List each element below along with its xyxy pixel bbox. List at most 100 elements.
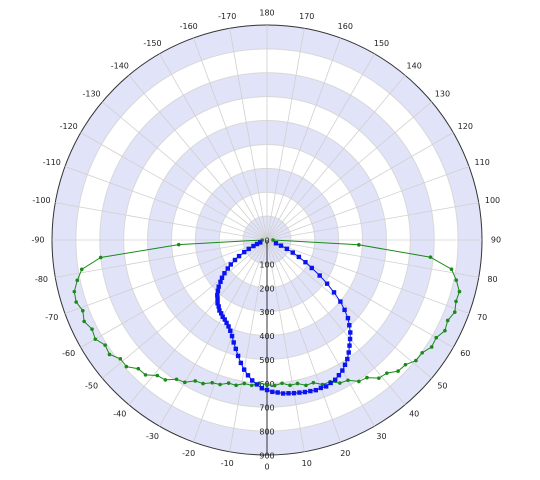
- point: [245, 373, 251, 378]
- point: [233, 346, 238, 352]
- point: [342, 362, 348, 367]
- point: [254, 241, 260, 247]
- point: [284, 246, 290, 252]
- radial-tick-label: 100: [259, 260, 274, 269]
- point: [216, 304, 221, 309]
- point: [79, 267, 84, 272]
- point: [323, 384, 329, 389]
- grid-spoke: [55, 239, 268, 278]
- point: [452, 310, 457, 314]
- point: [75, 278, 80, 283]
- grid-spoke: [128, 75, 268, 241]
- point: [259, 386, 265, 391]
- point: [317, 273, 322, 278]
- point: [98, 255, 103, 260]
- angle-tick-label: -40: [113, 409, 126, 418]
- point: [443, 328, 447, 333]
- angle-tick-label: 150: [374, 39, 389, 48]
- angle-tick-label: -170: [218, 12, 236, 21]
- point: [278, 243, 284, 248]
- point: [217, 308, 222, 313]
- point: [345, 356, 350, 362]
- grid-spoke: [55, 202, 268, 241]
- point: [271, 238, 275, 242]
- point: [136, 366, 141, 371]
- angle-tick-label: 70: [477, 313, 487, 322]
- point: [254, 382, 260, 387]
- angle-tick-label: -140: [111, 62, 129, 71]
- point: [332, 377, 338, 382]
- point: [228, 262, 233, 267]
- angle-tick-label: 80: [487, 275, 497, 284]
- grid-spoke: [266, 239, 375, 427]
- grid-spoke: [266, 239, 305, 452]
- point: [250, 378, 255, 383]
- grid-spoke: [64, 239, 268, 314]
- point: [215, 293, 220, 298]
- grid-spoke: [266, 202, 479, 241]
- point: [218, 279, 223, 285]
- grid-spoke: [159, 239, 268, 427]
- point: [234, 383, 238, 388]
- angle-tick-label: -70: [45, 313, 58, 322]
- angle-tick-label: 160: [338, 22, 353, 31]
- point: [270, 389, 275, 395]
- point: [242, 249, 247, 255]
- point: [224, 320, 229, 326]
- point: [265, 382, 269, 387]
- point: [357, 243, 361, 247]
- point: [228, 328, 233, 334]
- angle-tick-label: 40: [409, 409, 419, 418]
- point: [429, 345, 434, 349]
- point: [201, 381, 205, 386]
- point: [226, 381, 231, 385]
- point: [320, 382, 325, 387]
- angle-tick-label: 90: [491, 236, 501, 245]
- grid-spoke: [159, 53, 268, 241]
- point: [309, 265, 314, 271]
- angle-tick-label: -30: [146, 432, 159, 441]
- angle-tick-label: -130: [82, 90, 100, 99]
- point: [324, 281, 330, 286]
- point: [82, 319, 86, 324]
- point: [377, 376, 381, 380]
- grid-spoke: [266, 166, 470, 241]
- grid-spoke: [266, 239, 341, 443]
- radial-tick-label: 400: [259, 332, 274, 341]
- radial-tick-label: 700: [259, 404, 274, 413]
- point: [286, 391, 291, 396]
- angle-tick-label: -150: [143, 39, 161, 48]
- angle-tick-label: -50: [85, 381, 98, 390]
- point: [428, 255, 433, 259]
- angle-tick-label: 130: [435, 90, 450, 99]
- grid-spoke: [229, 28, 268, 241]
- grid-spoke: [64, 166, 268, 241]
- point: [226, 324, 231, 329]
- angle-tick-label: 50: [437, 381, 447, 390]
- point: [218, 382, 222, 387]
- point: [193, 379, 198, 383]
- point: [174, 377, 179, 382]
- point: [340, 368, 345, 373]
- point: [302, 389, 308, 395]
- point: [72, 289, 77, 294]
- angle-tick-label: -110: [43, 158, 61, 167]
- point: [288, 383, 292, 388]
- angle-tick-label: -80: [35, 275, 48, 284]
- grid-spoke: [266, 239, 432, 379]
- point: [347, 343, 352, 348]
- point: [296, 254, 302, 260]
- point: [143, 373, 148, 377]
- radial-tick-label: 500: [259, 356, 274, 365]
- radial-tick-label: 900: [259, 452, 274, 461]
- point: [232, 257, 238, 263]
- point: [290, 250, 295, 255]
- point: [313, 387, 318, 393]
- angle-tick-label: -20: [182, 449, 195, 458]
- point: [318, 385, 324, 391]
- grid-spoke: [102, 101, 268, 241]
- point: [246, 246, 251, 252]
- point: [251, 243, 256, 249]
- grid-spoke: [229, 239, 268, 452]
- point: [357, 379, 361, 384]
